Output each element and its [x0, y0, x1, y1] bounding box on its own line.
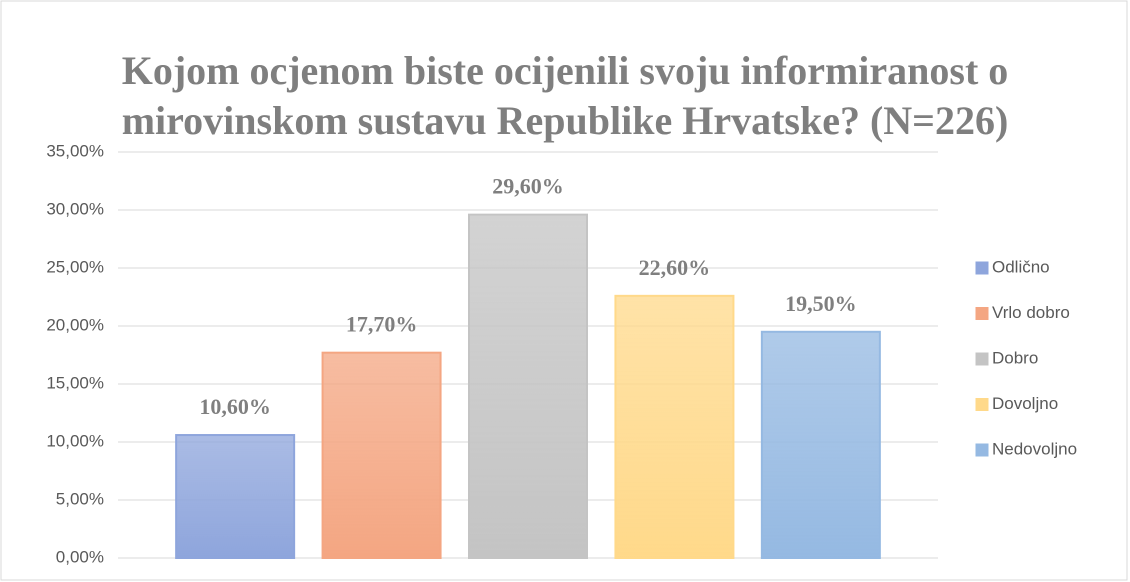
legend-label: Dobro	[992, 348, 1038, 367]
bar	[175, 434, 296, 560]
bar	[760, 330, 881, 559]
data-label: 22,60%	[639, 255, 711, 280]
y-tick-label: 5,00%	[56, 489, 104, 508]
chart-title: Kojom ocjenom biste ocijenili svoju info…	[122, 48, 1009, 93]
data-label: 29,60%	[492, 174, 564, 199]
data-label: 19,50%	[785, 291, 857, 316]
bar	[614, 294, 735, 559]
data-label: 10,60%	[199, 394, 271, 419]
y-tick-label: 35,00%	[46, 141, 104, 160]
legend-label: Vrlo dobro	[992, 303, 1070, 322]
y-tick-label: 20,00%	[46, 315, 104, 334]
legend-swatch	[975, 398, 989, 411]
legend-label: Nedovoljno	[992, 439, 1077, 458]
y-tick-label: 30,00%	[46, 199, 104, 218]
y-tick-label: 25,00%	[46, 257, 104, 276]
legend-label: Odlično	[992, 257, 1050, 276]
legend-swatch	[975, 352, 989, 366]
legend-swatch	[975, 443, 989, 457]
legend-label: Dovoljno	[992, 394, 1058, 413]
chart-title: mirovinskom sustavu Republike Hrvatske? …	[122, 98, 1009, 143]
legend-swatch	[975, 261, 989, 275]
bar	[321, 351, 442, 559]
data-label: 17,70%	[346, 312, 418, 337]
bar	[468, 213, 588, 559]
y-tick-label: 10,00%	[46, 431, 104, 450]
y-tick-label: 0,00%	[56, 547, 104, 566]
y-tick-label: 15,00%	[46, 373, 104, 392]
legend-swatch	[975, 307, 989, 320]
